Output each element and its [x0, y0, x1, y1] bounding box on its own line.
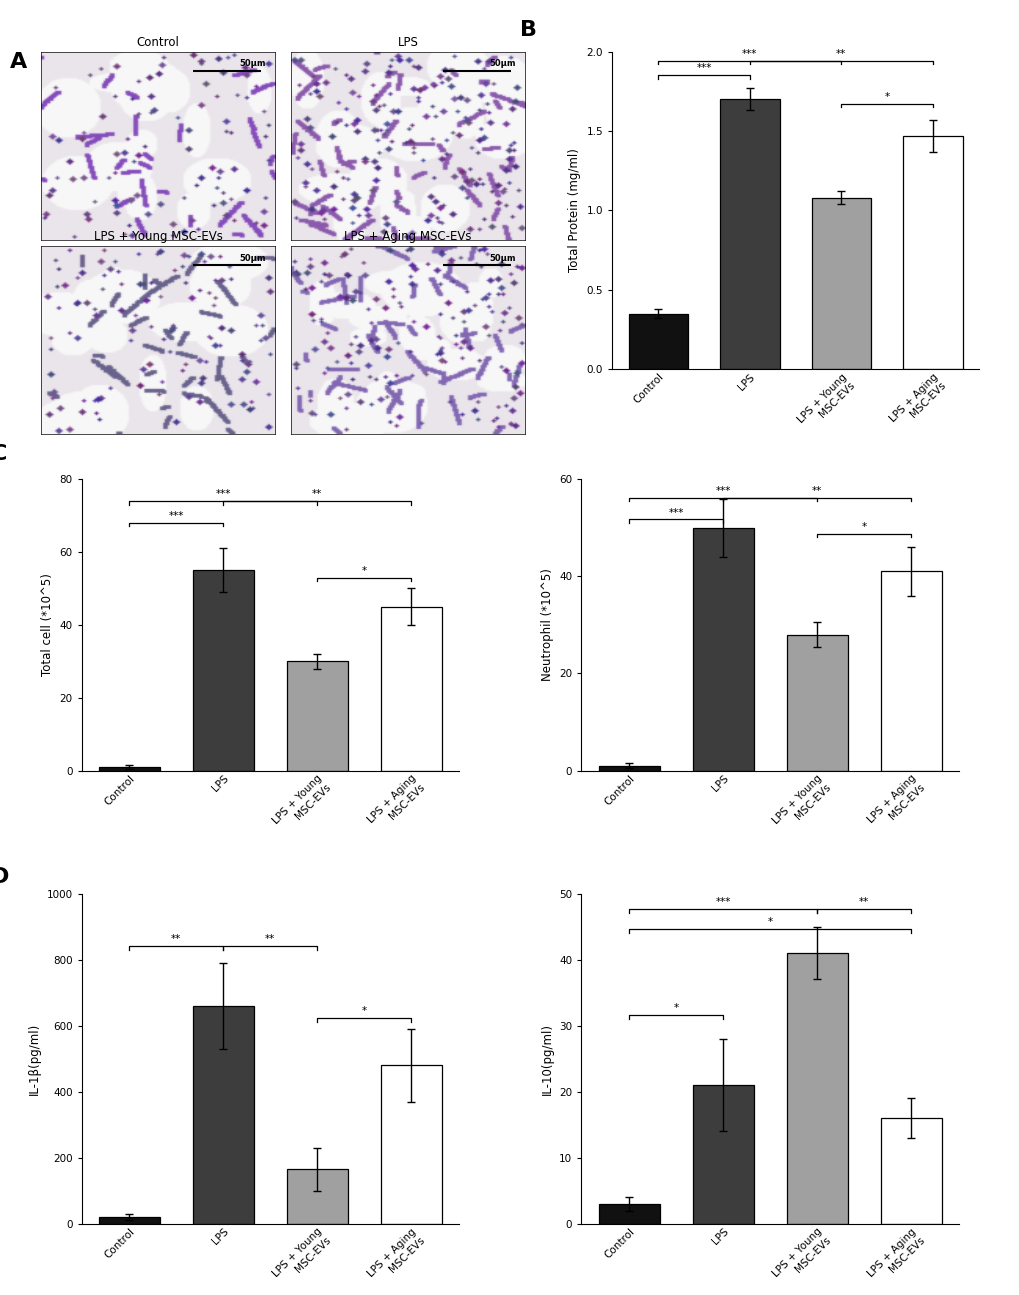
- Title: LPS: LPS: [397, 36, 418, 49]
- Text: ***: ***: [714, 897, 730, 908]
- Text: **: **: [171, 934, 181, 944]
- Title: LPS + Aging MSC-EVs: LPS + Aging MSC-EVs: [344, 231, 471, 243]
- Text: *: *: [766, 917, 772, 927]
- Bar: [598, 1204, 659, 1224]
- Bar: [786, 953, 847, 1224]
- Text: ***: ***: [168, 512, 183, 522]
- Bar: [193, 1006, 254, 1224]
- Bar: [193, 570, 254, 771]
- Bar: [811, 198, 870, 369]
- Y-axis label: Total Protein (mg/ml): Total Protein (mg/ml): [568, 149, 580, 272]
- Text: 50μm: 50μm: [239, 254, 266, 263]
- Bar: [879, 571, 941, 771]
- Text: 50μm: 50μm: [239, 60, 266, 69]
- Text: **: **: [836, 49, 846, 58]
- Text: 50μm: 50μm: [489, 254, 516, 263]
- Bar: [286, 662, 347, 771]
- Bar: [902, 136, 962, 369]
- Text: D: D: [0, 868, 9, 887]
- Bar: [99, 1217, 160, 1224]
- Text: A: A: [10, 52, 28, 71]
- Text: ***: ***: [215, 490, 230, 500]
- Text: *: *: [883, 92, 889, 101]
- Text: **: **: [811, 486, 821, 496]
- Text: *: *: [362, 1006, 367, 1017]
- Text: *: *: [673, 1004, 678, 1013]
- Y-axis label: IL-10(pg/ml): IL-10(pg/ml): [540, 1023, 553, 1094]
- Text: ***: ***: [667, 508, 683, 518]
- Text: ***: ***: [742, 49, 757, 58]
- Y-axis label: Neutrophil (*10^5): Neutrophil (*10^5): [540, 569, 553, 681]
- Text: ***: ***: [714, 486, 730, 496]
- Title: Control: Control: [137, 36, 179, 49]
- Text: **: **: [265, 934, 275, 944]
- Title: LPS + Young MSC-EVs: LPS + Young MSC-EVs: [94, 231, 222, 243]
- Text: B: B: [520, 19, 537, 40]
- Bar: [879, 1118, 941, 1224]
- Text: *: *: [362, 566, 367, 576]
- Bar: [719, 100, 779, 369]
- Bar: [692, 528, 753, 771]
- Y-axis label: Total cell (*10^5): Total cell (*10^5): [41, 574, 54, 676]
- Text: ***: ***: [696, 63, 711, 73]
- Bar: [380, 1066, 441, 1224]
- Bar: [628, 313, 688, 369]
- Text: *: *: [861, 522, 866, 532]
- Text: 50μm: 50μm: [489, 60, 516, 69]
- Text: **: **: [858, 897, 868, 908]
- Text: **: **: [312, 490, 322, 500]
- Bar: [286, 1169, 347, 1224]
- Bar: [786, 635, 847, 771]
- Text: C: C: [0, 444, 7, 464]
- Bar: [598, 765, 659, 771]
- Bar: [380, 606, 441, 771]
- Bar: [692, 1085, 753, 1224]
- Bar: [99, 767, 160, 771]
- Y-axis label: IL-1β(pg/ml): IL-1β(pg/ml): [28, 1023, 41, 1094]
